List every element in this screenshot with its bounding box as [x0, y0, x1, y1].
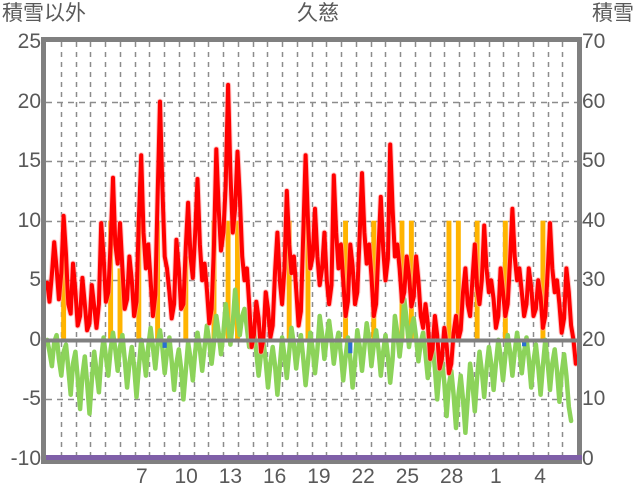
- right-tick-50: 50: [582, 149, 606, 173]
- x-tick-28: 28: [439, 465, 464, 488]
- left-tick--5: -5: [22, 387, 41, 411]
- left-tick-25: 25: [17, 30, 41, 53]
- right-tick-70: 70: [582, 30, 606, 53]
- x-tick-1: 1: [490, 465, 502, 488]
- x-tick-19: 19: [307, 465, 331, 488]
- right-tick-60: 60: [582, 89, 606, 113]
- left-tick-10: 10: [17, 208, 41, 232]
- left-tick-15: 15: [17, 149, 41, 173]
- x-tick-4: 4: [534, 465, 546, 488]
- x-tick-10: 10: [174, 465, 198, 488]
- right-tick-10: 10: [582, 387, 606, 411]
- snow-depth-baseline: [46, 455, 582, 460]
- right-axis-title: 積雪: [592, 2, 634, 25]
- plot-canvas: [46, 42, 577, 459]
- plot-area: [46, 42, 577, 459]
- right-tick-40: 40: [582, 208, 606, 232]
- x-tick-16: 16: [262, 465, 287, 488]
- right-tick-0: 0: [582, 447, 594, 470]
- left-axis-title: 積雪以外: [2, 2, 86, 25]
- left-tick-0: 0: [29, 327, 41, 351]
- x-tick-22: 22: [351, 465, 375, 488]
- left-tick--10: -10: [10, 447, 41, 470]
- right-tick-20: 20: [582, 327, 606, 351]
- left-tick-5: 5: [29, 268, 41, 292]
- page-title: 久慈: [297, 2, 339, 25]
- x-tick-7: 7: [136, 465, 148, 488]
- x-tick-25: 25: [395, 465, 420, 488]
- left-axis-ticks: 25 20 15 10 5 0 -5 -10: [0, 0, 41, 501]
- left-tick-20: 20: [17, 89, 41, 113]
- x-tick-13: 13: [218, 465, 243, 488]
- right-tick-30: 30: [582, 268, 606, 292]
- right-axis-ticks: 70 60 50 40 30 20 10 0: [582, 0, 636, 501]
